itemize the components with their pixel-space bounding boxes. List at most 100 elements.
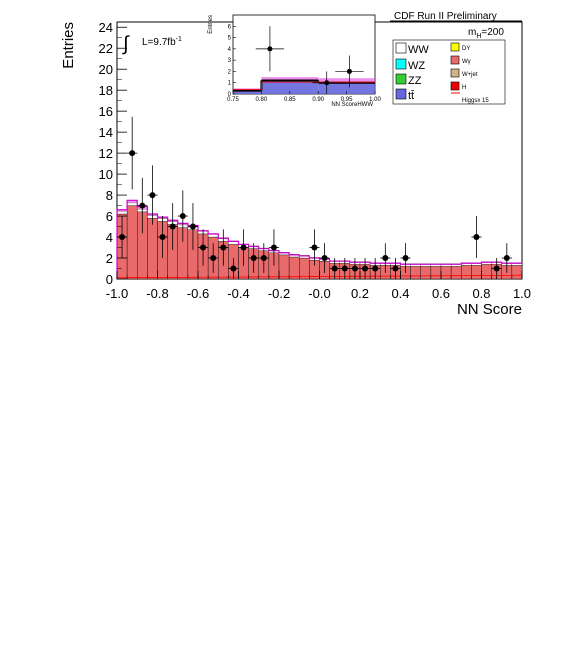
x-tick-label: -0.4 <box>227 286 249 301</box>
background-bar <box>126 205 138 280</box>
data-point <box>250 255 257 262</box>
inset-y-tick-label: 5 <box>228 36 232 42</box>
inset-data-point <box>267 46 273 52</box>
inset-x-tick-label: 0.85 <box>284 97 296 103</box>
data-point <box>331 265 338 272</box>
inset-y-tick-label: 2 <box>228 69 232 75</box>
background-bar <box>430 266 442 280</box>
y-tick-label: 14 <box>99 125 113 140</box>
legend-swatch <box>450 55 460 65</box>
y-tick-label: 22 <box>99 41 113 56</box>
legend-box <box>392 39 506 105</box>
y-tick-label: 6 <box>106 209 113 224</box>
data-point <box>311 244 318 251</box>
inset-higgs-line <box>233 81 375 90</box>
ww-bar <box>126 202 138 206</box>
inset-bar <box>318 82 375 94</box>
legend-swatch <box>450 81 460 91</box>
y-tick-label: 20 <box>99 62 113 77</box>
inset-signal-line <box>233 81 375 90</box>
data-point <box>392 265 399 272</box>
y-tick-label: 4 <box>106 230 113 245</box>
legend-label: tt̄ <box>408 90 414 102</box>
data-point <box>179 213 186 220</box>
x-tick-label: -1.0 <box>106 286 128 301</box>
x-tick-label: -0.0 <box>308 286 330 301</box>
y-tick-label: 24 <box>99 20 113 35</box>
inset-data-points <box>255 26 364 94</box>
legend-swatch <box>395 42 407 54</box>
data-point <box>129 150 136 157</box>
legend-swatch <box>395 73 407 85</box>
background-bar <box>410 266 421 280</box>
y-tick-label: 18 <box>99 83 113 98</box>
legend-label: Higgsx 15 <box>462 98 489 104</box>
data-point <box>230 265 237 272</box>
background-bar <box>147 217 158 280</box>
data-point <box>321 255 328 262</box>
ww-bar <box>207 234 219 238</box>
background-bar <box>420 266 432 280</box>
y-tick-label: 10 <box>99 167 113 182</box>
inset-signal-band <box>261 77 319 81</box>
integral-symbol: ∫ <box>122 33 130 55</box>
inset-y-tick-label: 6 <box>228 24 232 30</box>
legend-label: ZZ <box>408 75 422 87</box>
background-bar <box>481 264 492 280</box>
background-bar <box>440 266 452 280</box>
inset-bar <box>261 80 319 94</box>
data-point <box>503 255 510 262</box>
data-point <box>372 265 379 272</box>
data-point <box>220 244 227 251</box>
legend-swatch <box>450 42 460 52</box>
y-tick-label: 16 <box>99 104 113 119</box>
inset-signal-band <box>318 78 375 83</box>
y-tick-label: 2 <box>106 251 113 266</box>
x-axis-label: NN Score <box>457 301 522 318</box>
signal-outline <box>116 199 522 279</box>
legend-swatch <box>395 58 407 70</box>
legend-label: W+jet <box>462 72 478 78</box>
data-point <box>402 255 409 262</box>
legend-label: WZ <box>408 60 425 72</box>
x-tick-label: -0.6 <box>187 286 209 301</box>
inset-x-tick-label: 0.75 <box>227 97 239 103</box>
data-point <box>493 265 500 272</box>
inset-x-tick-label: 1.00 <box>369 97 381 103</box>
y-tick-label: 8 <box>106 188 113 203</box>
x-tick-label: 0.6 <box>432 286 450 301</box>
data-point <box>159 234 166 241</box>
data-point <box>260 255 267 262</box>
legend: WW DY WZ Wγ ZZ W+jet tt̄ H Higgsx 15 <box>395 42 489 104</box>
x-tick-label: 0.4 <box>391 286 409 301</box>
data-point <box>473 234 480 241</box>
data-point <box>189 223 196 230</box>
background-bar <box>461 265 472 280</box>
inset-bar <box>233 90 262 94</box>
mass-label: mH=200 <box>468 27 504 40</box>
inset-x-label: NN ScoreHWW <box>331 102 373 108</box>
chart-title: CDF Run II Preliminary <box>394 11 497 22</box>
data-point <box>169 223 176 230</box>
signal-band <box>117 209 128 212</box>
y-tick-label: 12 <box>99 146 113 161</box>
inset-x-tick-label: 0.90 <box>312 97 324 103</box>
x-tick-label: 0.2 <box>351 286 369 301</box>
x-tick-label: -0.2 <box>268 286 290 301</box>
inset-y-tick-label: 0 <box>228 92 232 98</box>
luminosity-label: L=9.7fb-1 <box>142 36 182 48</box>
inset-data-point <box>346 68 352 74</box>
inset-data-point <box>324 80 330 86</box>
ww-bar <box>228 241 239 245</box>
inset-y-tick-label: 1 <box>228 81 232 87</box>
inset-y-ticks: 0 1 2 3 4 5 6 <box>228 24 236 98</box>
inset-x-ticks: 0.75 0.80 0.85 0.90 0.95 1.00 <box>227 91 381 103</box>
inset-y-tick-label: 4 <box>228 47 232 53</box>
background-bar <box>278 254 290 280</box>
legend-swatch <box>450 68 460 78</box>
x-axis-ticks: -1.0 -0.8 -0.6 -0.4 -0.2 -0.0 0.2 0.4 0.6 0.8 1.0 <box>106 271 531 301</box>
background-bar <box>288 256 300 280</box>
ww-bar <box>116 211 128 215</box>
inset-y-tick-label: 3 <box>228 58 232 64</box>
